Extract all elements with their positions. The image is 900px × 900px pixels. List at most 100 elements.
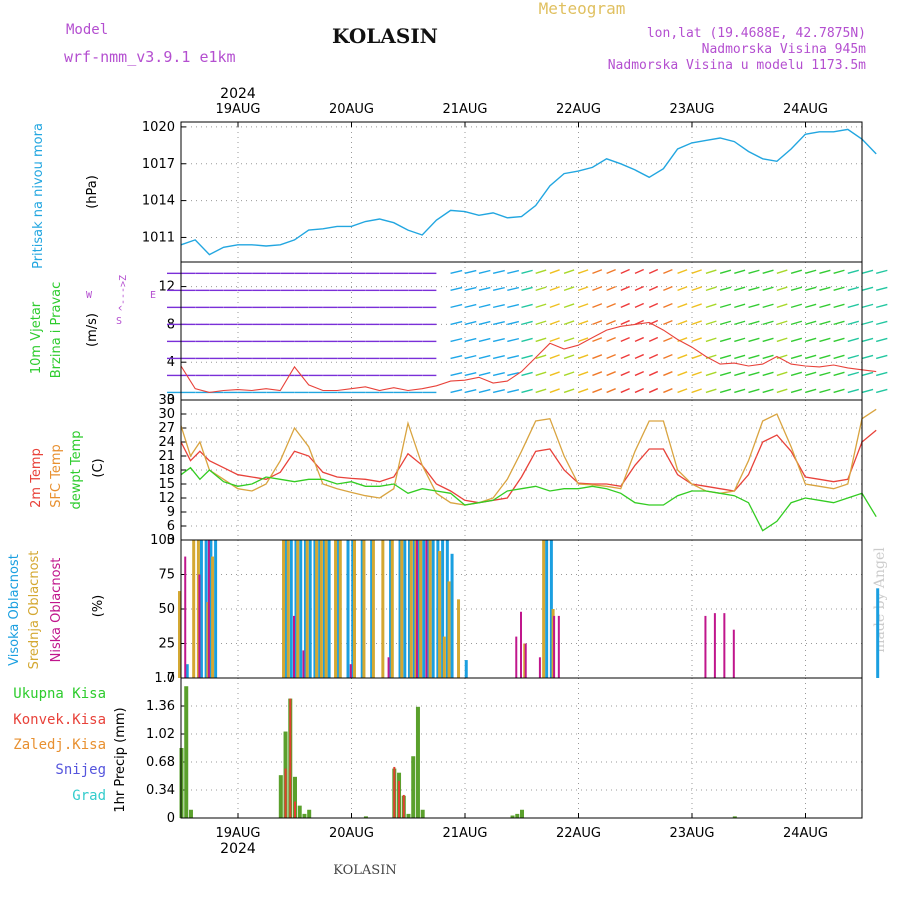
wind-arrow [762, 286, 774, 292]
wind-arrow [478, 286, 491, 292]
wind-arrow [648, 387, 659, 394]
wind-arrow [634, 268, 644, 274]
wind-arrow [634, 387, 644, 394]
wind-arrow [464, 354, 477, 360]
cloud-bar [403, 540, 407, 678]
wind-arrow [748, 303, 760, 309]
precip-bar [289, 698, 292, 818]
lonlat-text: lon,lat (19.4688E, 42.7875N) [647, 26, 866, 41]
day-label-bottom: 21AUG [442, 826, 487, 841]
wind-arrow [861, 303, 874, 309]
wind-arrow [719, 269, 732, 275]
wind-arrow [492, 337, 505, 343]
wind-arrow [805, 320, 817, 326]
cloud-bar [337, 540, 341, 678]
day-label-top: 24AUG [783, 102, 828, 117]
wind-arrow [478, 371, 491, 377]
y-tick-label: 0 [167, 811, 175, 826]
cloud-bar [293, 615, 295, 678]
cloud-unit: (%) [91, 595, 106, 618]
cloud-bar [732, 629, 735, 678]
wind-arrow [578, 269, 589, 275]
wind-arrow [606, 268, 616, 274]
wind-arrow [478, 269, 491, 275]
wind-arrow [833, 286, 845, 292]
precip-bar [415, 706, 420, 818]
wind-arrow [705, 388, 717, 394]
wind-arrow [464, 388, 477, 394]
cloud-bar [723, 613, 726, 678]
cloud-bar [315, 540, 319, 678]
wind-arrow [876, 320, 888, 326]
wind-arrow [677, 388, 688, 394]
pressure-panel: Pritisak na nivou mora (hPa) 10111014101… [31, 120, 877, 269]
day-label-bottom: 24AUG [783, 826, 828, 841]
wind-arrow [762, 354, 774, 360]
wind-unit: (m/s) [85, 313, 100, 347]
wind-arrow [450, 286, 463, 292]
wind-arrow [861, 371, 874, 377]
wind-arrow [549, 354, 560, 360]
wind-arrow [776, 286, 788, 292]
wind-arrow [592, 354, 603, 360]
y-tick-label: 12 [158, 491, 175, 506]
y-tick-label: 18 [158, 463, 175, 478]
precip-bar [278, 775, 283, 818]
wind-arrow [861, 286, 874, 292]
wind-arrow [876, 337, 888, 343]
wind-arrow [734, 303, 746, 309]
wind-arrow [634, 336, 644, 343]
wind-arrow [819, 388, 831, 394]
wind-arrow [847, 371, 859, 377]
cloud-bar [198, 574, 201, 678]
wind-arrow [606, 371, 616, 377]
cloud-bar [338, 540, 342, 678]
wind-arrow [663, 302, 673, 309]
cloud-bar [390, 540, 394, 678]
wind-arrow [677, 320, 688, 326]
precip-bar [411, 756, 416, 818]
y-tick-label: 1.36 [146, 699, 175, 714]
wind-arrow [450, 371, 463, 377]
precip-label-frz: Zaledj.Kisa [13, 737, 106, 753]
wind-arrow [492, 269, 505, 275]
wind-arrow [748, 320, 760, 326]
wind-arrow [719, 354, 732, 360]
wind-arrow [648, 268, 659, 274]
precip-bar [515, 813, 520, 818]
cloud-bar [400, 540, 404, 678]
wind-arrow [563, 303, 575, 309]
wind-arrow [805, 371, 817, 377]
wind-arrow [790, 286, 803, 292]
wind-arrow [606, 302, 616, 309]
cloud-bar [524, 643, 527, 678]
y-tick-label: 15 [158, 477, 175, 492]
wind-arrow [734, 371, 746, 377]
wind-arrow [677, 286, 688, 292]
day-labels: 19AUG 19AUG 20AUG 20AUG 21AUG 21AUG 22AUG 22AUG… [215, 102, 828, 841]
temp-line-1 [180, 408, 877, 506]
wind-arrow [719, 337, 732, 343]
elevation-text: Nadmorska Visina 945m [702, 42, 867, 57]
cloud-bar [346, 540, 350, 678]
wind-arrow [805, 354, 817, 360]
precip-label-conv: Konvek.Kisa [13, 712, 106, 728]
product-title: Meteogram [539, 0, 626, 18]
cloud-bar [185, 664, 189, 678]
wind-arrow [734, 388, 746, 394]
wind-arrow [464, 303, 477, 309]
wind-arrow [535, 337, 547, 343]
wind-arrow [634, 302, 644, 309]
wind-arrow [464, 320, 477, 326]
cloud-bar [445, 540, 449, 678]
wind-arrow [790, 320, 803, 326]
wind-arrow [663, 285, 673, 292]
wind-arrow [521, 286, 533, 292]
cloud-bar [214, 540, 218, 678]
wind-arrow [663, 268, 673, 274]
cloud-bar [450, 553, 454, 678]
wind-arrow [748, 354, 760, 360]
cloud-bar [184, 556, 187, 678]
wind-arrow [876, 371, 888, 377]
wind-arrow [478, 388, 491, 394]
